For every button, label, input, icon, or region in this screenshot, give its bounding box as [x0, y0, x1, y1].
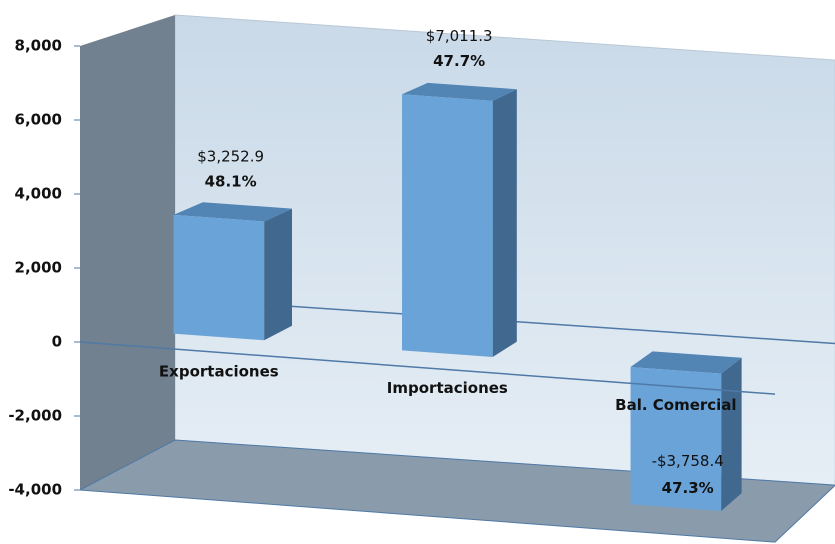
zero-line-front [79, 341, 776, 395]
bar [173, 214, 265, 341]
side-wall [80, 15, 175, 490]
y-tick-label: 2,000 [15, 259, 62, 277]
y-tick-label: 4,000 [15, 185, 62, 203]
bar-side [492, 89, 517, 357]
x-tick-label: Bal. Comercial [615, 396, 736, 414]
x-tick-label: Exportaciones [159, 362, 279, 380]
y-tick-label: -4,000 [8, 481, 62, 499]
percentage-label: 47.3% [662, 479, 714, 497]
bar-top [173, 202, 293, 222]
y-tick-label: 6,000 [15, 111, 62, 129]
bar-top [402, 82, 517, 101]
bar [402, 94, 493, 357]
value-label: $7,011.3 [426, 27, 493, 45]
bar-top [630, 351, 742, 374]
bar-side [264, 208, 293, 341]
bar-side [721, 357, 742, 511]
value-label: $3,252.9 [197, 148, 264, 166]
bar [630, 367, 722, 511]
percentage-label: 47.7% [433, 52, 485, 70]
y-tick-label: -2,000 [8, 407, 62, 425]
value-label: -$3,758.4 [652, 452, 724, 470]
floor [78, 439, 835, 543]
y-tick-label: 0 [52, 333, 62, 351]
x-tick-label: Importaciones [387, 379, 508, 397]
percentage-label: 48.1% [205, 173, 257, 191]
y-tick-label: 8,000 [15, 37, 62, 55]
